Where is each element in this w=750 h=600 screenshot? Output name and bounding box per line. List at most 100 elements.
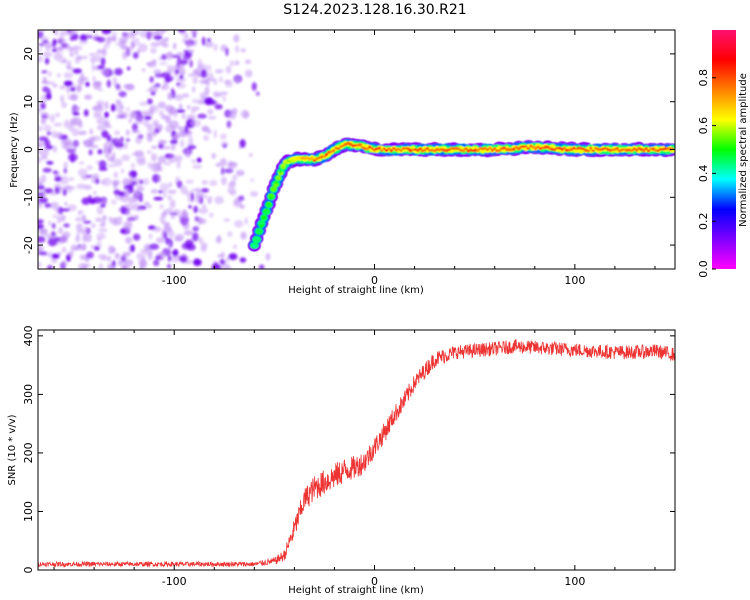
noise-blob (235, 169, 245, 177)
noise-blob (226, 120, 232, 128)
noise-blob (123, 188, 130, 198)
noise-blob (244, 217, 248, 225)
noise-blob (57, 73, 61, 78)
noise-blob (249, 153, 253, 157)
noise-blob (74, 216, 83, 222)
noise-blob (76, 55, 82, 60)
noise-blob (128, 218, 132, 222)
ridge-mark (358, 143, 363, 147)
ridge-mark (370, 147, 374, 150)
ridge-mark (524, 145, 528, 148)
noise-blob (149, 243, 160, 250)
noise-blob (228, 253, 238, 261)
noise-blob (123, 185, 132, 190)
noise-blob (112, 217, 123, 226)
x-tick-label: 100 (564, 274, 585, 287)
noise-blob (159, 215, 166, 224)
noise-blob (93, 33, 99, 38)
noise-blob (143, 177, 150, 186)
noise-blob (131, 129, 141, 134)
noise-blob (131, 123, 138, 132)
noise-blob (101, 30, 112, 35)
noise-blob (96, 49, 107, 54)
noise-blob (200, 69, 207, 79)
noise-blob (215, 236, 222, 244)
noise-blob (174, 94, 184, 101)
noise-blob (131, 42, 137, 48)
ridge-mark (411, 148, 415, 151)
noise-blob (251, 82, 257, 91)
noise-blob (191, 119, 201, 127)
noise-blob (240, 109, 249, 119)
noise-blob (237, 195, 245, 202)
ridge-mark (493, 147, 496, 151)
noise-blob (132, 233, 141, 241)
noise-blob (145, 116, 150, 120)
noise-blob (258, 264, 265, 269)
ridge-mark (536, 145, 540, 149)
noise-blob (94, 217, 103, 222)
noise-blob (123, 83, 133, 90)
noise-blob (38, 236, 46, 243)
noise-blob (81, 214, 86, 223)
ridge-mark (279, 170, 283, 174)
noise-blob (134, 118, 144, 125)
noise-blob (78, 120, 83, 129)
noise-blob (211, 152, 217, 159)
noise-blob (146, 133, 153, 142)
noise-blob (166, 51, 174, 59)
noise-blob (204, 97, 214, 106)
noise-blob (66, 66, 75, 70)
noise-blob (115, 83, 121, 90)
noise-blob (223, 218, 231, 222)
spectrogram-y-axis-label: Frequency (Hz) (9, 112, 20, 188)
noise-blob (130, 30, 136, 40)
noise-blob (38, 245, 41, 253)
ridge-mark (254, 237, 259, 240)
noise-blob (60, 30, 68, 37)
noise-blob (92, 105, 102, 112)
noise-blob (157, 175, 162, 183)
noise-blob (124, 203, 134, 212)
noise-blob (98, 262, 104, 269)
noise-blob (227, 187, 236, 194)
noise-blob (76, 84, 82, 92)
noise-blob (135, 214, 139, 221)
ridge-mark (406, 147, 410, 151)
noise-blob (239, 204, 244, 209)
noise-blob (147, 204, 152, 209)
noise-blob (127, 196, 138, 204)
noise-blob (129, 175, 133, 185)
ridge-mark (437, 148, 442, 152)
ridge-mark (290, 159, 295, 163)
noise-blob (201, 188, 210, 193)
ridge-mark (257, 231, 261, 234)
noise-blob (39, 148, 49, 157)
ridge-mark (399, 149, 403, 152)
noise-blob (180, 30, 187, 37)
noise-blob (127, 245, 132, 254)
noise-blob (222, 263, 230, 268)
noise-blob (197, 113, 207, 119)
noise-blob (69, 249, 74, 259)
noise-blob (100, 57, 106, 66)
noise-blob (170, 139, 176, 144)
noise-blob (193, 225, 200, 230)
noise-blob (165, 115, 172, 125)
noise-blob (103, 141, 113, 150)
ridge-mark (654, 148, 658, 152)
noise-blob (100, 69, 109, 75)
noise-blob (232, 244, 238, 250)
noise-blob (173, 249, 178, 254)
noise-blob (176, 160, 181, 169)
noise-blob (122, 252, 130, 258)
noise-blob (53, 145, 57, 153)
noise-blob (104, 111, 109, 118)
noise-blob (222, 143, 227, 149)
noise-blob (153, 166, 161, 173)
noise-blob (56, 215, 62, 224)
noise-blob (66, 85, 71, 94)
colorbar-tick-label: 0.4 (697, 165, 710, 183)
noise-blob (79, 161, 85, 165)
